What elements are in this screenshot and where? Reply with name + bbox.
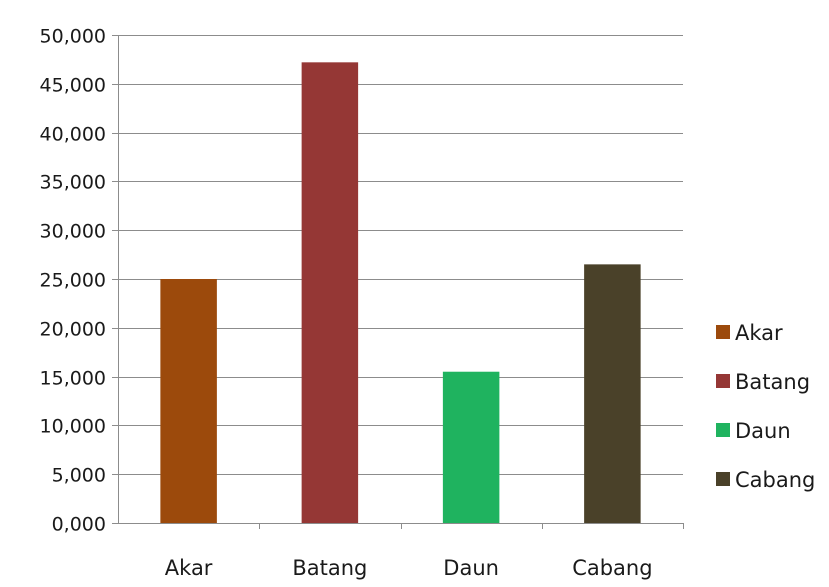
y-tick-label: 10,000 (40, 416, 106, 438)
legend-label-daun: Daun (735, 419, 791, 443)
bar-daun (442, 371, 500, 523)
y-tick-label: 20,000 (40, 319, 106, 341)
bar-akar (160, 279, 217, 523)
legend-swatch-cabang (716, 472, 730, 486)
bar-cabang (584, 264, 641, 523)
legend-label-batang: Batang (735, 370, 810, 394)
y-tick-label: 25,000 (40, 270, 106, 292)
axes (112, 35, 684, 529)
legend-swatch-batang (716, 374, 730, 388)
y-tick-label: 30,000 (40, 221, 106, 243)
legend: Akar Batang Daun Cabang (716, 321, 815, 492)
y-tick-label: 40,000 (40, 124, 106, 146)
y-tick-label: 50,000 (40, 26, 106, 48)
y-tick-labels: 0,000 5,000 10,000 15,000 20,000 25,000 30,000… (40, 26, 106, 536)
legend-label-akar: Akar (735, 321, 783, 345)
y-tick-label: 5,000 (52, 465, 106, 487)
legend-swatch-daun (716, 423, 730, 437)
y-tick-label: 15,000 (40, 368, 106, 390)
x-category-label: Akar (165, 556, 213, 580)
y-tick-label: 35,000 (40, 172, 106, 194)
bar-batang (301, 62, 359, 523)
x-category-label: Cabang (572, 556, 652, 580)
x-category-label: Daun (443, 556, 499, 580)
bars (160, 62, 641, 523)
x-category-label: Batang (292, 556, 367, 580)
legend-label-cabang: Cabang (735, 468, 815, 492)
x-category-labels: Akar Batang Daun Cabang (165, 556, 653, 580)
legend-swatch-akar (716, 325, 730, 339)
y-tick-label: 0,000 (52, 514, 106, 536)
y-tick-label: 45,000 (40, 75, 106, 97)
